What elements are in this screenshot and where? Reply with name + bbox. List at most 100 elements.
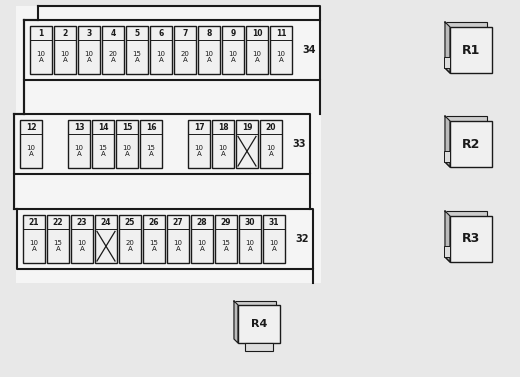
- Text: 10
A: 10 A: [245, 240, 254, 252]
- Text: 18: 18: [218, 123, 228, 132]
- Bar: [238, 305, 280, 343]
- Text: 34: 34: [302, 45, 316, 55]
- Text: R3: R3: [462, 233, 480, 245]
- Text: R4: R4: [251, 319, 267, 329]
- Text: 15
A: 15 A: [222, 240, 230, 252]
- Bar: [260, 120, 282, 168]
- Polygon shape: [445, 22, 450, 73]
- Text: 9: 9: [230, 29, 236, 38]
- Text: 10
A: 10 A: [253, 51, 262, 63]
- Text: 24: 24: [101, 218, 111, 227]
- Text: 15
A: 15 A: [133, 51, 141, 63]
- Bar: [444, 246, 450, 257]
- Text: 10
A: 10 A: [123, 145, 132, 157]
- Text: R1: R1: [462, 43, 480, 57]
- Bar: [445, 116, 487, 162]
- Text: 12: 12: [26, 123, 36, 132]
- Bar: [445, 22, 487, 68]
- Text: 10
A: 10 A: [267, 145, 276, 157]
- Polygon shape: [445, 68, 492, 73]
- Text: 15
A: 15 A: [147, 145, 155, 157]
- Bar: [212, 120, 234, 168]
- Text: 20
A: 20 A: [125, 240, 135, 252]
- Bar: [450, 27, 492, 73]
- Polygon shape: [445, 116, 450, 167]
- Bar: [92, 120, 114, 168]
- Text: 10
A: 10 A: [194, 145, 203, 157]
- Text: 10
A: 10 A: [269, 240, 279, 252]
- Text: 15
A: 15 A: [150, 240, 159, 252]
- Text: 10
A: 10 A: [60, 51, 70, 63]
- Bar: [126, 26, 148, 74]
- Bar: [198, 26, 220, 74]
- Text: 17: 17: [193, 123, 204, 132]
- Polygon shape: [445, 162, 492, 167]
- Bar: [270, 26, 292, 74]
- Bar: [263, 215, 285, 263]
- Text: 28: 28: [197, 218, 207, 227]
- Bar: [20, 120, 42, 168]
- Bar: [150, 26, 172, 74]
- Text: 22: 22: [53, 218, 63, 227]
- Bar: [444, 57, 450, 68]
- Bar: [188, 120, 210, 168]
- Polygon shape: [234, 301, 238, 343]
- Polygon shape: [445, 257, 492, 262]
- Bar: [246, 26, 268, 74]
- Bar: [445, 211, 487, 257]
- Text: 10
A: 10 A: [174, 240, 183, 252]
- Text: 4: 4: [110, 29, 115, 38]
- Text: 14: 14: [98, 123, 108, 132]
- Text: 10
A: 10 A: [77, 240, 86, 252]
- Bar: [167, 215, 189, 263]
- Bar: [68, 120, 90, 168]
- Bar: [239, 215, 261, 263]
- Text: 10
A: 10 A: [218, 145, 228, 157]
- Bar: [444, 151, 450, 162]
- Text: R2: R2: [462, 138, 480, 150]
- Bar: [71, 215, 93, 263]
- Text: 31: 31: [269, 218, 279, 227]
- Bar: [450, 216, 492, 262]
- Text: 25: 25: [125, 218, 135, 227]
- Text: 27: 27: [173, 218, 184, 227]
- Text: 1: 1: [38, 29, 44, 38]
- Text: 21: 21: [29, 218, 39, 227]
- Text: 32: 32: [295, 234, 309, 244]
- Text: 6: 6: [159, 29, 164, 38]
- Text: 15
A: 15 A: [54, 240, 62, 252]
- Text: 10
A: 10 A: [204, 51, 214, 63]
- Text: 15: 15: [122, 123, 132, 132]
- Text: 8: 8: [206, 29, 212, 38]
- Text: 10
A: 10 A: [157, 51, 165, 63]
- Text: 30: 30: [245, 218, 255, 227]
- Bar: [143, 215, 165, 263]
- Text: 3: 3: [86, 29, 92, 38]
- Text: 20: 20: [266, 123, 276, 132]
- Text: 15
A: 15 A: [99, 145, 108, 157]
- Text: 26: 26: [149, 218, 159, 227]
- Bar: [95, 215, 117, 263]
- Text: 23: 23: [77, 218, 87, 227]
- Text: 10
A: 10 A: [27, 145, 35, 157]
- Text: 19: 19: [242, 123, 252, 132]
- Text: 2: 2: [62, 29, 68, 38]
- Bar: [234, 301, 276, 339]
- Text: 13: 13: [74, 123, 84, 132]
- Text: 10
A: 10 A: [277, 51, 285, 63]
- Text: 10: 10: [252, 29, 262, 38]
- Bar: [450, 121, 492, 167]
- Bar: [23, 215, 45, 263]
- Bar: [215, 215, 237, 263]
- Text: 5: 5: [135, 29, 139, 38]
- Bar: [30, 26, 52, 74]
- Text: 10
A: 10 A: [198, 240, 206, 252]
- Bar: [191, 215, 213, 263]
- Text: 33: 33: [292, 139, 306, 149]
- Bar: [47, 215, 69, 263]
- Bar: [119, 215, 141, 263]
- Polygon shape: [445, 211, 450, 262]
- Text: 7: 7: [183, 29, 188, 38]
- Text: 10
A: 10 A: [74, 145, 84, 157]
- Text: 20
A: 20 A: [109, 51, 118, 63]
